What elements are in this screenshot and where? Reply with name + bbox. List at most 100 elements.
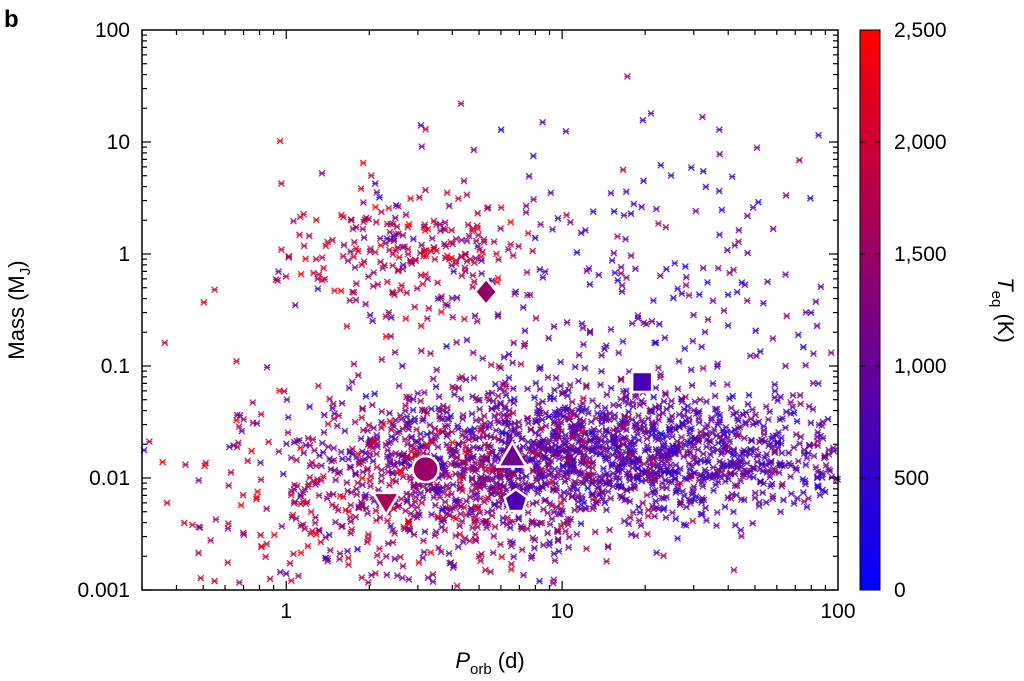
planet-point: [275, 268, 282, 276]
planet-point: [376, 234, 384, 242]
planet-point: [667, 402, 675, 410]
planet-point: [497, 204, 505, 212]
planet-point: [468, 227, 476, 235]
planet-point: [326, 546, 334, 554]
highlighted-planet-circle: [411, 454, 440, 484]
planet-point: [378, 408, 386, 416]
planet-point: [343, 479, 351, 487]
planet-point: [782, 192, 790, 199]
planet-point: [701, 328, 709, 336]
planet-point: [782, 271, 789, 278]
planet-point: [359, 199, 367, 206]
planet-point: [464, 221, 472, 229]
planet-point: [598, 351, 606, 359]
planet-point: [378, 356, 386, 363]
planet-point: [278, 522, 286, 530]
planet-point: [610, 207, 618, 215]
planet-point: [263, 540, 271, 548]
planet-point: [297, 270, 305, 278]
planet-point: [417, 322, 425, 330]
planet-point: [675, 357, 683, 365]
planet-point: [386, 481, 393, 489]
planet-point: [640, 177, 647, 185]
planet-point: [554, 214, 562, 222]
planet-point: [660, 397, 668, 405]
planet-point: [326, 395, 334, 403]
planet-point: [376, 514, 384, 522]
planet-point: [180, 519, 188, 527]
planet-point: [698, 498, 706, 506]
planet-point: [539, 118, 547, 126]
planet-point: [797, 400, 805, 408]
planet-point: [347, 216, 355, 224]
planet-point: [802, 461, 810, 469]
planet-point: [383, 278, 391, 286]
planet-point: [810, 350, 817, 358]
planet-point: [428, 511, 436, 518]
planet-point: [277, 246, 285, 254]
planet-point: [681, 345, 689, 353]
planet-point: [493, 278, 501, 286]
planet-point: [524, 509, 532, 516]
planet-point: [557, 358, 565, 366]
planet-point: [211, 286, 219, 294]
planet-point: [312, 255, 320, 263]
planet-point: [330, 444, 338, 452]
planet-point: [562, 127, 570, 135]
planet-point: [687, 164, 695, 172]
planet-point: [346, 296, 354, 304]
planet-point: [418, 499, 426, 507]
planet-point: [752, 327, 760, 335]
planet-point: [332, 518, 339, 526]
planet-point: [450, 391, 458, 398]
planet-point: [435, 393, 443, 401]
planet-point: [469, 271, 477, 279]
planet-point: [627, 530, 635, 538]
planet-point: [729, 392, 737, 400]
y-tick-label: 1: [118, 243, 130, 266]
planet-point: [639, 116, 647, 124]
planet-point: [495, 410, 503, 418]
planet-point: [709, 297, 717, 305]
planet-point: [433, 247, 440, 255]
planet-point: [466, 255, 474, 263]
planet-point: [578, 320, 586, 328]
y-tick-label: 10: [107, 131, 130, 154]
planet-point: [518, 546, 526, 554]
planet-point: [537, 221, 545, 228]
planet-point: [458, 236, 466, 244]
planet-point: [248, 447, 256, 455]
planet-point: [716, 150, 724, 158]
planet-point: [304, 542, 312, 550]
x-tick-label: 1: [280, 600, 292, 623]
planet-point: [675, 411, 683, 419]
colorbar-tick-label: 500: [894, 467, 929, 490]
planet-point: [800, 498, 808, 506]
planet-point: [591, 528, 599, 536]
planet-point: [794, 457, 802, 465]
planet-point: [523, 268, 531, 276]
planet-point: [230, 441, 238, 449]
planet-point: [661, 334, 669, 342]
planet-point: [530, 544, 538, 552]
planet-point: [328, 501, 336, 509]
planet-point: [622, 188, 630, 196]
planet-point: [379, 264, 387, 272]
planet-point: [644, 530, 651, 538]
planet-point: [337, 448, 345, 456]
planet-point: [716, 231, 724, 239]
planet-point: [398, 362, 406, 370]
planet-point: [358, 574, 366, 582]
planet-point: [702, 516, 710, 524]
planet-point: [420, 537, 427, 545]
planet-point: [318, 169, 326, 177]
planet-point: [279, 470, 287, 478]
planet-point: [691, 398, 699, 406]
planet-point: [782, 408, 790, 416]
planet-point: [749, 519, 757, 527]
planet-point: [522, 202, 530, 210]
planet-point: [737, 526, 745, 534]
planet-point: [709, 463, 717, 471]
planet-point: [720, 307, 728, 315]
planet-point: [634, 412, 642, 420]
